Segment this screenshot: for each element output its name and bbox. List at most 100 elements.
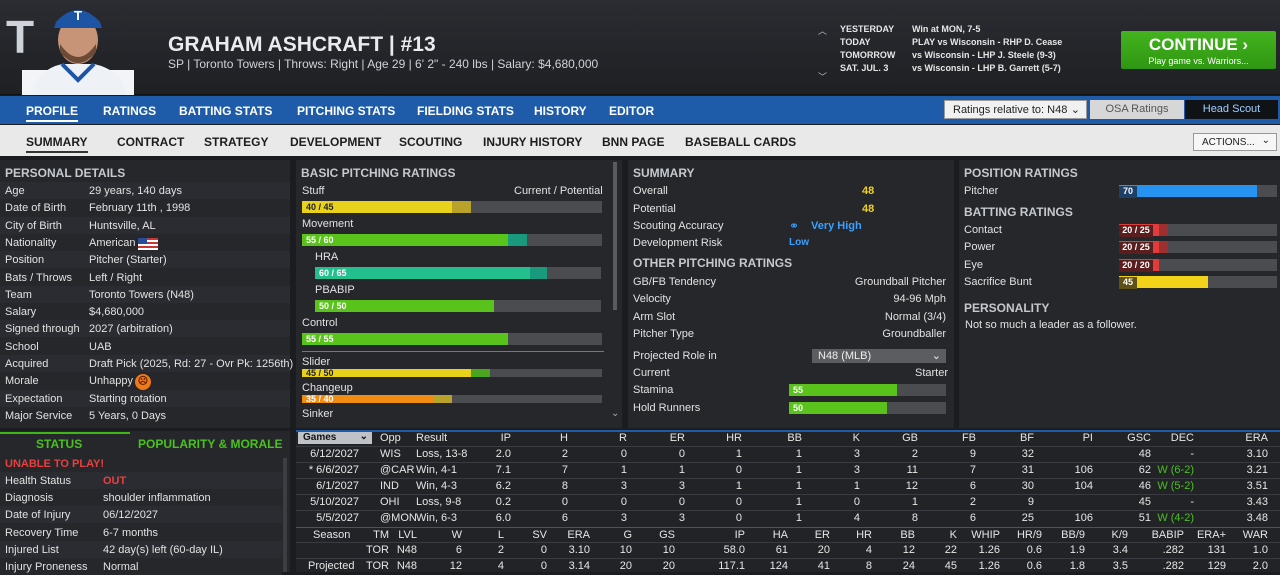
osa-ratings-button[interactable]: OSA Ratings <box>1090 100 1184 119</box>
season-column-header[interactable]: HA <box>772 529 788 541</box>
season-column-header[interactable]: W <box>451 529 462 541</box>
season-column-header[interactable]: BB/9 <box>1061 529 1085 541</box>
column-header[interactable]: PI <box>1082 432 1093 444</box>
season-column-header[interactable]: WHIP <box>971 529 1000 541</box>
schedule-down-chevron-icon[interactable]: ﹀ <box>818 72 828 82</box>
game-date[interactable]: 6/1/2027 <box>316 480 359 492</box>
tab-popularity-morale[interactable]: POPULARITY & MORALE <box>138 437 283 451</box>
season-column-header[interactable]: BABIP <box>1151 529 1184 541</box>
season-column-header[interactable]: IP <box>734 529 745 541</box>
actions-dropdown[interactable]: ACTIONS... ⌄ <box>1193 133 1277 151</box>
game-date[interactable]: * 6/6/2027 <box>308 464 359 476</box>
tab-ratings[interactable]: RATINGS <box>103 104 157 118</box>
season-column-header[interactable]: ER <box>814 529 830 541</box>
tab-editor[interactable]: EDITOR <box>609 104 655 118</box>
pitch-rating-label: PBABIP <box>315 284 355 296</box>
pitch-rating-bar: 40 / 45 <box>302 201 602 213</box>
tab-history[interactable]: HISTORY <box>534 104 587 118</box>
subtab-strategy[interactable]: STRATEGY <box>204 135 269 149</box>
row-bg <box>0 320 290 338</box>
rating-text: 55 / 55 <box>306 334 334 344</box>
season-column-header[interactable]: L <box>497 529 504 541</box>
column-header[interactable]: FB <box>961 432 976 444</box>
season-cell: N48 <box>396 544 417 556</box>
tab-status[interactable]: STATUS <box>36 437 83 451</box>
column-header[interactable]: R <box>619 432 627 444</box>
season-column-header[interactable]: GS <box>659 529 675 541</box>
season-column-header[interactable]: WAR <box>1242 529 1268 541</box>
season-column-header[interactable]: LVL <box>398 529 417 541</box>
pitch-rating-bar: 60 / 65 <box>315 267 601 279</box>
game-cell: 2 <box>561 448 568 460</box>
column-header[interactable]: HR <box>726 432 742 444</box>
season-column-header[interactable]: ERA+ <box>1196 529 1226 541</box>
subtab-contract[interactable]: CONTRACT <box>117 135 185 149</box>
projected-role-dropdown[interactable]: N48 (MLB) ⌄ <box>812 349 946 363</box>
column-header[interactable]: H <box>560 432 568 444</box>
subtab-bnn-page[interactable]: BNN PAGE <box>602 135 665 149</box>
tab-pitching-stats[interactable]: PITCHING STATS <box>297 104 396 118</box>
game-cell: Win, 4-1 <box>416 464 457 476</box>
column-header[interactable]: ER <box>669 432 685 444</box>
subtab-scouting[interactable]: SCOUTING <box>399 135 463 149</box>
season-column-header[interactable]: BB <box>900 529 915 541</box>
game-cell: 51 <box>1138 512 1151 524</box>
season-cell: 12 <box>902 544 915 556</box>
personal-label: Signed through <box>5 323 80 336</box>
season-column-header[interactable]: K/9 <box>1111 529 1128 541</box>
subtab-development[interactable]: DEVELOPMENT <box>290 135 382 149</box>
personal-value: 29 years, 140 days <box>89 185 182 197</box>
subtab-baseball-cards[interactable]: BASEBALL CARDS <box>685 135 797 149</box>
column-header[interactable]: GSC <box>1127 432 1151 444</box>
column-header[interactable]: IP <box>500 432 511 444</box>
season-cell: 12 <box>449 560 462 572</box>
season-column-header[interactable]: K <box>949 529 957 541</box>
chevron-right-icon: › <box>1242 35 1249 54</box>
schedule-up-chevron-icon[interactable]: ︿ <box>818 26 828 36</box>
schedule-row[interactable]: TODAY PLAY vs Wisconsin - RHP D. Cease <box>840 37 1063 47</box>
game-date[interactable]: 5/10/2027 <box>310 496 359 508</box>
season-column-header[interactable]: HR/9 <box>1016 529 1042 541</box>
tab-batting-stats[interactable]: BATTING STATS <box>179 104 273 118</box>
column-header[interactable]: Opp <box>380 432 401 444</box>
column-header[interactable]: ERA <box>1245 432 1268 444</box>
continue-button[interactable]: CONTINUE › Play game vs. Warriors... <box>1121 31 1276 69</box>
column-header[interactable]: BF <box>1019 432 1034 444</box>
row-bg <box>0 251 290 269</box>
ratings-relative-dropdown[interactable]: Ratings relative to: N48 ⌄ <box>944 100 1087 119</box>
season-column-header[interactable]: TM <box>373 529 389 541</box>
head-scout-button[interactable]: Head Scout <box>1185 100 1278 119</box>
basic-scrollbar[interactable] <box>613 162 617 310</box>
personal-label: Age <box>5 185 25 197</box>
season-column-header[interactable]: ERA <box>567 529 590 541</box>
status-label: Diagnosis <box>5 492 54 505</box>
player-name: GRAHAM ASHCRAFT | #13 <box>168 33 436 56</box>
subtab-summary[interactable]: SUMMARY <box>26 135 88 153</box>
subtab-injury-history[interactable]: INJURY HISTORY <box>483 135 583 149</box>
game-date[interactable]: 5/5/2027 <box>316 512 359 524</box>
column-header[interactable]: BB <box>787 432 802 444</box>
season-cell: 124 <box>769 560 788 572</box>
season-column-header[interactable]: SV <box>532 529 547 541</box>
column-header[interactable]: GB <box>902 432 918 444</box>
season-column-header[interactable]: Season <box>313 529 351 541</box>
tab-fielding-stats[interactable]: FIELDING STATS <box>417 104 514 118</box>
season-cell: 4 <box>865 544 872 556</box>
schedule-row[interactable]: SAT. JUL. 3 vs Wisconsin - LHP B. Garrett… <box>840 63 1061 73</box>
column-header[interactable]: Result <box>416 432 448 444</box>
personal-label: Nationality <box>5 236 57 249</box>
season-column-header[interactable]: G <box>623 529 632 541</box>
column-header[interactable]: DEC <box>1170 432 1194 444</box>
scroll-down-icon[interactable]: ⌄ <box>611 408 620 419</box>
game-date[interactable]: 6/12/2027 <box>310 448 359 460</box>
tab-profile[interactable]: PROFILE <box>26 104 79 122</box>
other-label: Velocity <box>633 293 671 306</box>
schedule-row[interactable]: TOMORROW vs Wisconsin - LHP J. Steele (9-… <box>840 50 1056 60</box>
pitch-rating-label: Movement <box>302 218 354 230</box>
games-dropdown[interactable]: Games ⌄ <box>298 431 372 444</box>
status-scrollbar[interactable] <box>283 458 287 572</box>
schedule-row[interactable]: YESTERDAY Win at MON, 7-5 <box>840 24 981 34</box>
column-header[interactable]: K <box>852 432 860 444</box>
season-column-header[interactable]: HR <box>856 529 872 541</box>
row-bg <box>0 523 282 541</box>
